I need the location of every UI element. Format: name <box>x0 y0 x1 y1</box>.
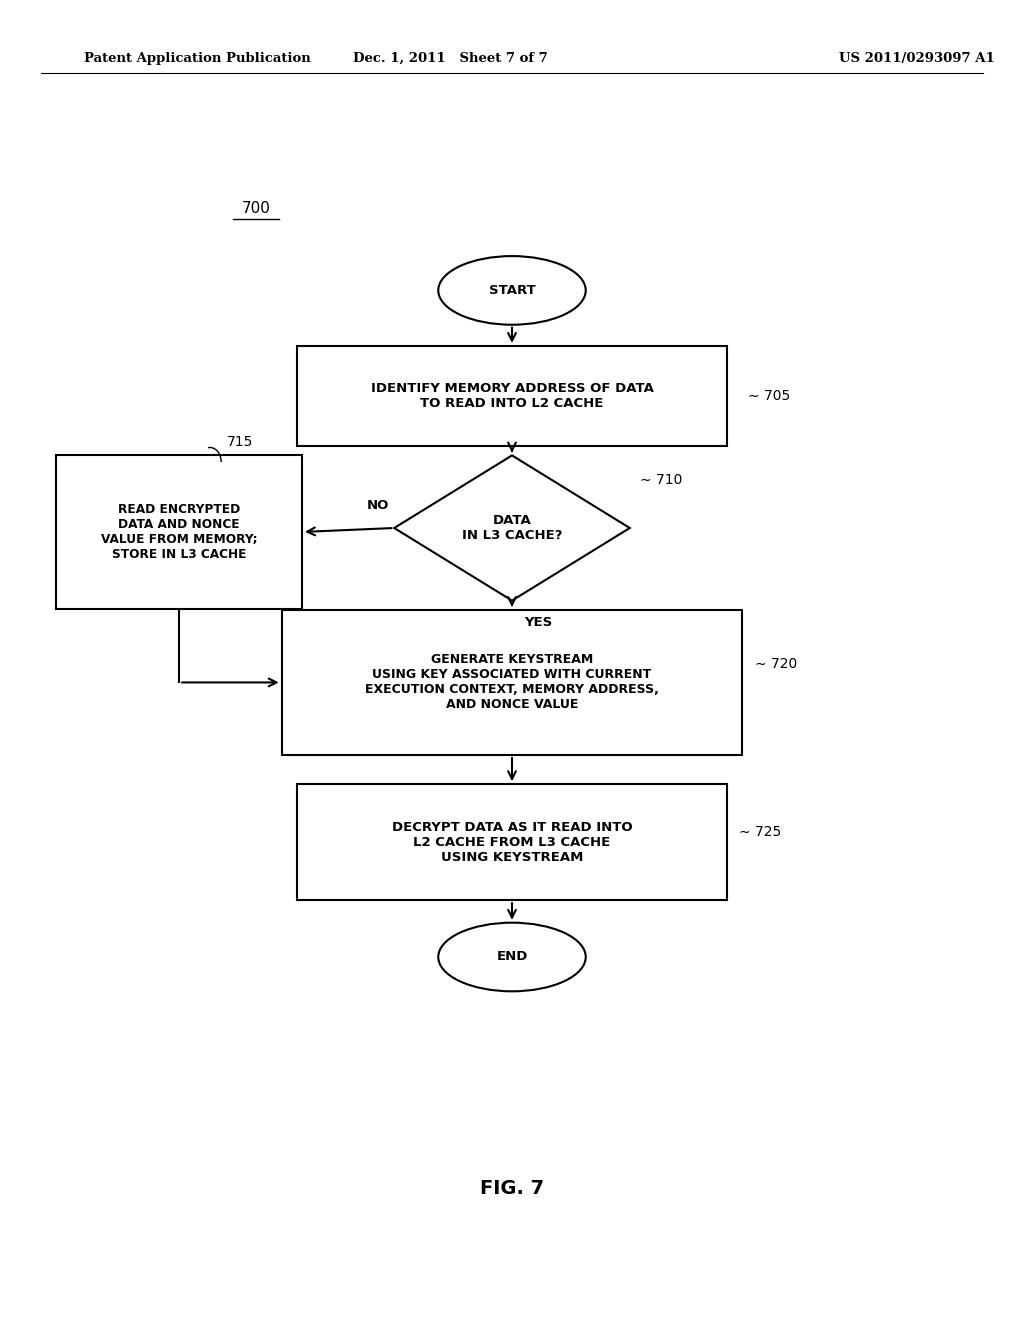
Text: ∼ 725: ∼ 725 <box>739 825 781 838</box>
Text: YES: YES <box>524 616 553 630</box>
Ellipse shape <box>438 256 586 325</box>
Text: ∼ 710: ∼ 710 <box>640 474 682 487</box>
Text: DECRYPT DATA AS IT READ INTO
L2 CACHE FROM L3 CACHE
USING KEYSTREAM: DECRYPT DATA AS IT READ INTO L2 CACHE FR… <box>392 821 632 863</box>
Text: FIG. 7: FIG. 7 <box>480 1179 544 1197</box>
FancyBboxPatch shape <box>56 455 302 609</box>
Ellipse shape <box>438 923 586 991</box>
Text: ∼ 705: ∼ 705 <box>748 389 790 403</box>
Polygon shape <box>394 455 630 601</box>
FancyBboxPatch shape <box>297 784 727 900</box>
Text: DATA
IN L3 CACHE?: DATA IN L3 CACHE? <box>462 513 562 543</box>
Text: ∼ 720: ∼ 720 <box>755 657 797 671</box>
Text: END: END <box>497 950 527 964</box>
Text: GENERATE KEYSTREAM
USING KEY ASSOCIATED WITH CURRENT
EXECUTION CONTEXT, MEMORY A: GENERATE KEYSTREAM USING KEY ASSOCIATED … <box>366 653 658 711</box>
Text: 700: 700 <box>242 202 270 216</box>
FancyBboxPatch shape <box>282 610 742 755</box>
Text: US 2011/0293097 A1: US 2011/0293097 A1 <box>839 51 994 65</box>
Text: READ ENCRYPTED
DATA AND NONCE
VALUE FROM MEMORY;
STORE IN L3 CACHE: READ ENCRYPTED DATA AND NONCE VALUE FROM… <box>101 503 257 561</box>
FancyBboxPatch shape <box>297 346 727 446</box>
Text: 715: 715 <box>227 436 254 449</box>
Text: NO: NO <box>367 499 389 512</box>
Text: IDENTIFY MEMORY ADDRESS OF DATA
TO READ INTO L2 CACHE: IDENTIFY MEMORY ADDRESS OF DATA TO READ … <box>371 381 653 411</box>
Text: Dec. 1, 2011   Sheet 7 of 7: Dec. 1, 2011 Sheet 7 of 7 <box>353 51 548 65</box>
Text: START: START <box>488 284 536 297</box>
Text: Patent Application Publication: Patent Application Publication <box>84 51 310 65</box>
